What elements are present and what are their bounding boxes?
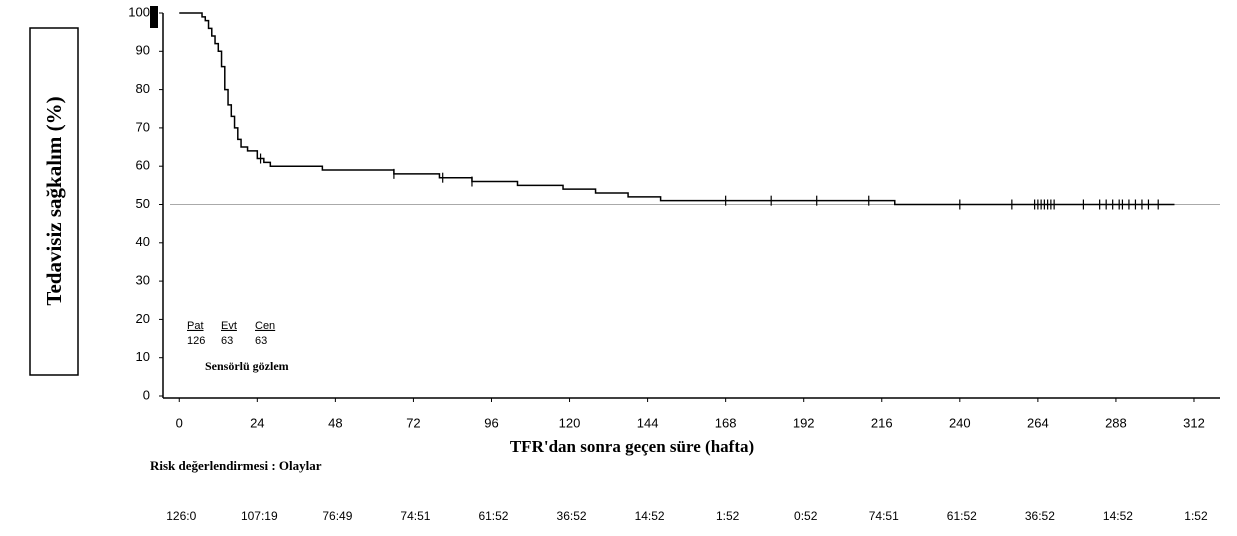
survival-curve — [179, 12, 1175, 206]
x-tick-label: 288 — [1105, 415, 1127, 430]
risk-value: 61:52 — [947, 509, 977, 523]
x-tick-label: 120 — [559, 415, 581, 430]
summary-note: Sensörlü gözlem — [205, 359, 289, 373]
y-tick-label: 50 — [136, 196, 150, 211]
x-tick-label: 240 — [949, 415, 971, 430]
x-tick-label: 312 — [1183, 415, 1205, 430]
risk-value: 76:49 — [322, 509, 352, 523]
x-tick-label: 264 — [1027, 415, 1049, 430]
risk-value: 36:52 — [1025, 509, 1055, 523]
risk-value: 1:52 — [1184, 509, 1208, 523]
risk-value: 14:52 — [1103, 509, 1133, 523]
y-axis-label: Tedavisiz sağkalım (%) — [42, 96, 66, 305]
x-tick-label: 216 — [871, 415, 893, 430]
x-tick-label: 48 — [328, 415, 342, 430]
risk-value: 74:51 — [400, 509, 430, 523]
x-tick-label: 72 — [406, 415, 420, 430]
y-tick-label: 10 — [136, 349, 150, 364]
risk-value: 107:19 — [241, 509, 278, 523]
y-tick-label: 90 — [136, 43, 150, 58]
risk-value: 61:52 — [478, 509, 508, 523]
x-tick-label: 0 — [176, 415, 183, 430]
risk-value: 14:52 — [635, 509, 665, 523]
y-tick-label: 20 — [136, 311, 150, 326]
y-tick-label: 40 — [136, 234, 150, 249]
x-tick-label: 96 — [484, 415, 498, 430]
x-tick-label: 168 — [715, 415, 737, 430]
x-tick-label: 192 — [793, 415, 815, 430]
y-tick-label: 100 — [128, 4, 150, 19]
y-label-box — [29, 27, 79, 376]
risk-value: 1:52 — [716, 509, 740, 523]
y-tick-label: 70 — [136, 119, 150, 134]
risk-value: 74:51 — [869, 509, 899, 523]
risk-value: 36:52 — [557, 509, 587, 523]
summary-header: Evt — [221, 320, 237, 332]
y-tick-label: 80 — [136, 81, 150, 96]
summary-value: 63 — [221, 335, 233, 347]
x-axis-label: TFR'dan sonra geçen süre (hafta) — [510, 437, 754, 456]
y-tick-label: 60 — [136, 158, 150, 173]
summary-value: 126 — [187, 335, 205, 347]
summary-value: 63 — [255, 335, 267, 347]
y-tick-label: 0 — [143, 387, 150, 402]
legend-icon — [150, 6, 158, 28]
x-tick-label: 144 — [637, 415, 659, 430]
risk-table-title: Risk değerlendirmesi : Olaylar — [150, 458, 322, 473]
summary-header: Cen — [255, 320, 275, 332]
risk-value: 126:0 — [166, 509, 196, 523]
x-tick-label: 24 — [250, 415, 264, 430]
risk-value: 0:52 — [794, 509, 818, 523]
y-tick-label: 30 — [136, 273, 150, 288]
summary-header: Pat — [187, 320, 204, 332]
